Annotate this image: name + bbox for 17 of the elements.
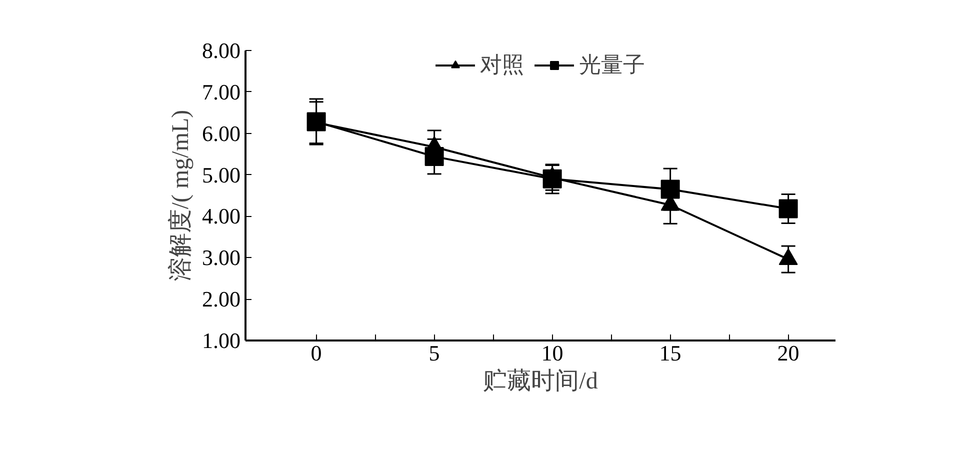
legend-label: 光量子 [579, 52, 645, 80]
x-tick-label: 15 [659, 340, 682, 366]
x-tick-label: 0 [310, 340, 322, 366]
x-tick-label: 5 [428, 340, 440, 366]
y-tick-label: 8.00 [202, 38, 240, 63]
x-tick-label: 20 [777, 340, 800, 366]
y-tick-label: 6.00 [202, 120, 240, 146]
y-tick-label: 4.00 [202, 204, 240, 229]
y-tick-label: 7.00 [202, 79, 240, 104]
x-axis-title: 贮藏时间/d [483, 368, 598, 394]
y-tick-label: 5.00 [202, 162, 240, 188]
y-tick-label: 1.00 [202, 328, 240, 353]
legend-label: 对照 [480, 52, 524, 80]
x-tick-label: 10 [541, 340, 564, 366]
y-axis-title: 溶解度/( mg/mL) [167, 110, 194, 282]
y-tick-label: 3.00 [202, 245, 240, 270]
y-tick-label: 2.00 [202, 286, 240, 312]
